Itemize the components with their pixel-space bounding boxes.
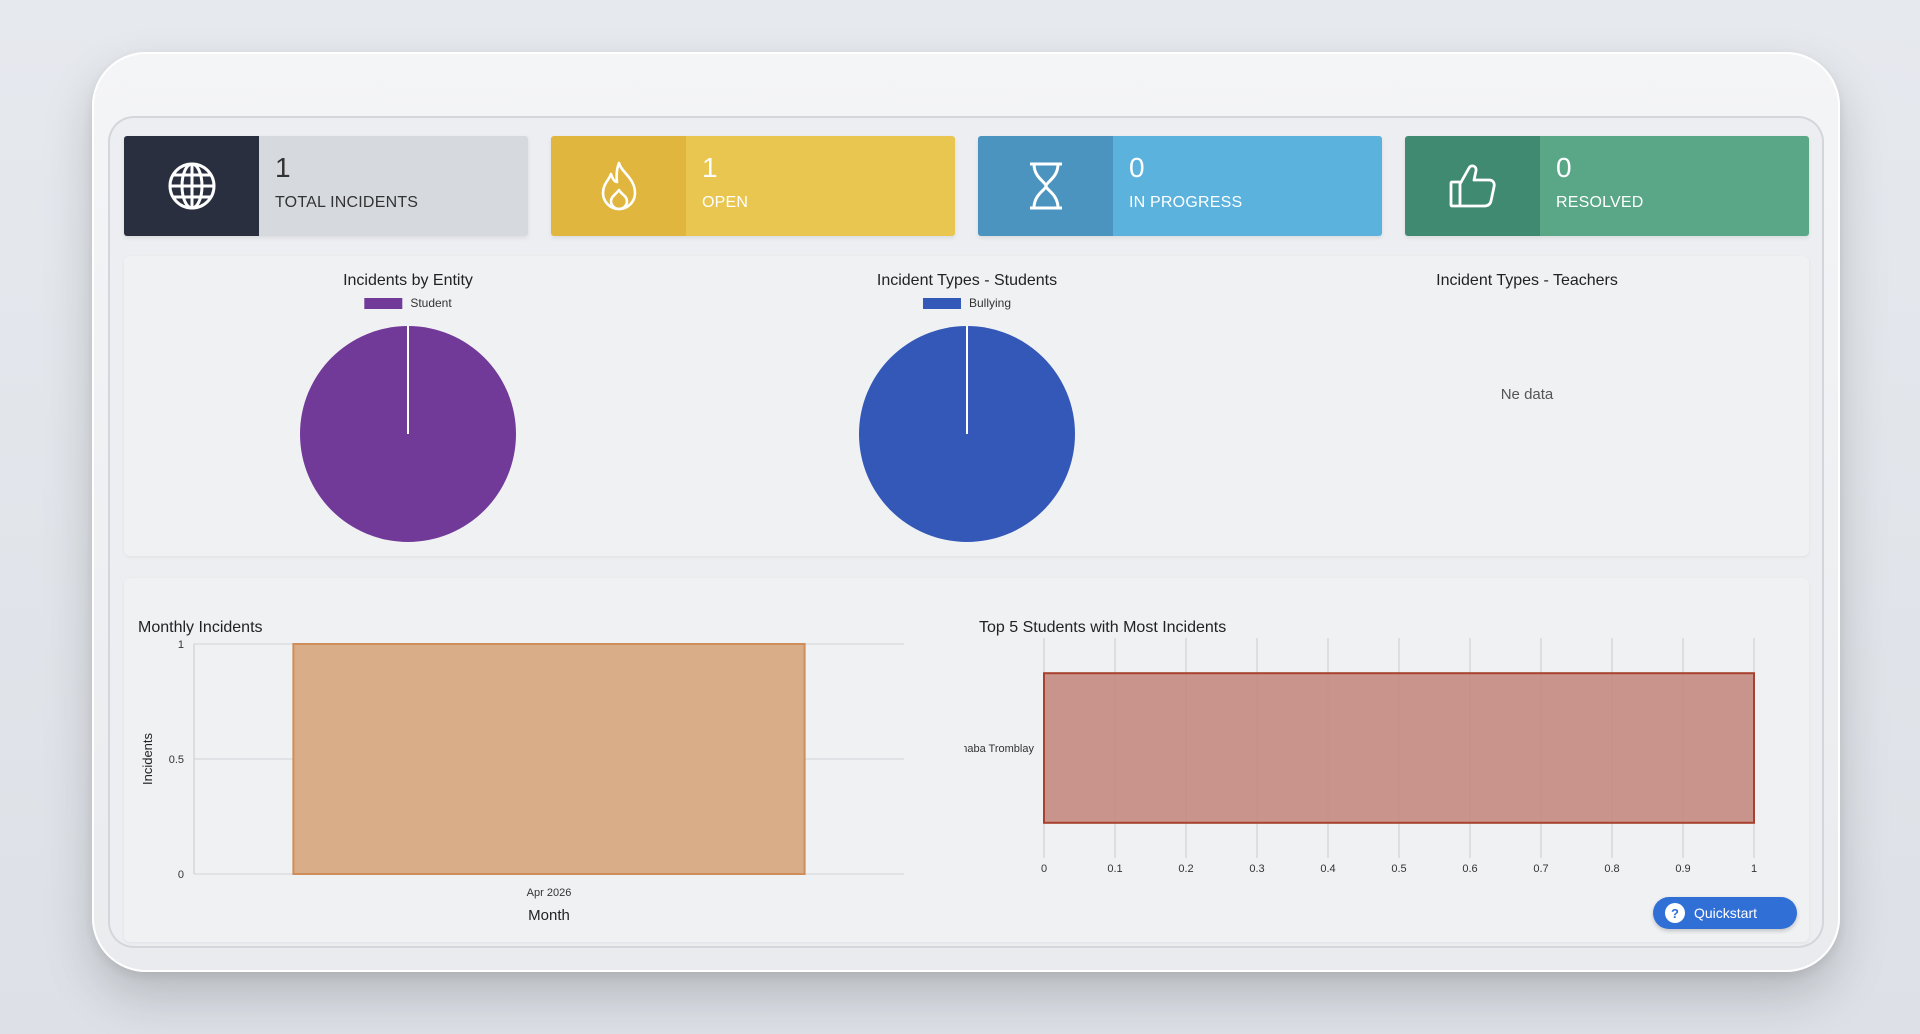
resolved-value: 0 [1556, 152, 1572, 183]
resolved-card[interactable]: 0 RESOLVED [1405, 136, 1809, 236]
x-tick-label: 0 [1041, 863, 1047, 875]
help-icon: ? [1665, 903, 1685, 923]
entity-chart-title: Incidents by Entity [343, 272, 473, 289]
x-tick-label: 0.4 [1320, 863, 1335, 875]
top5-chart-title: Top 5 Students with Most Incidents [979, 619, 1227, 636]
y-tick-label: 0 [178, 869, 184, 881]
total-incidents-label: TOTAL INCIDENTS [275, 194, 419, 211]
students-types-chart-title: Incident Types - Students [876, 272, 1058, 289]
top5-bar-chart: 0 0.1 0.2 0.3 0.4 0.5 0.6 0.7 0.8 0.9 1 Shaba Tromb… [964, 638, 1757, 875]
dashboard-screen: 1 TOTAL INCIDENTS 1 OPEN 0 IN PROG [108, 116, 1824, 948]
y-axis-title: Incidents [140, 732, 155, 785]
x-tick-label: 0.8 [1604, 863, 1619, 875]
x-tick-label: 0.9 [1675, 863, 1690, 875]
teachers-types-chart-title: Incident Types - Teachers [1436, 272, 1618, 289]
flame-icon [551, 136, 686, 236]
x-tick-label: 0.2 [1178, 863, 1193, 875]
y-tick-label: Shaba Tromblay [964, 743, 1034, 755]
x-tick-label: 1 [1751, 863, 1757, 875]
quickstart-button[interactable]: ? Quickstart [1653, 897, 1797, 929]
total-incidents-card[interactable]: 1 TOTAL INCIDENTS [124, 136, 528, 236]
y-tick-label: 1 [178, 639, 184, 651]
x-tick-label: Apr 2026 [527, 887, 572, 899]
resolved-label: RESOLVED [1556, 194, 1644, 211]
legend-label-bullying: Bullying [968, 296, 1012, 310]
open-label: OPEN [702, 194, 749, 211]
students-legend[interactable]: Bullying [922, 296, 1012, 310]
x-tick-label: 0.1 [1107, 863, 1122, 875]
in-progress-card[interactable]: 0 IN PROGRESS [978, 136, 1382, 236]
x-tick-label: 0.3 [1249, 863, 1264, 875]
legend-label-student: Student [410, 296, 452, 310]
pie-charts-panel: Incidents by Entity Student Incident Typ… [124, 256, 1809, 556]
open-value: 1 [702, 152, 718, 183]
monthly-chart-title: Monthly Incidents [138, 619, 263, 636]
entity-pie-chart [300, 326, 516, 542]
bar-charts-panel: Monthly Incidents 0 0.5 1 Apr 2026 Month Inci… [124, 578, 1809, 942]
thumbs-up-icon [1405, 136, 1540, 236]
entity-legend[interactable]: Student [364, 296, 452, 310]
hourglass-icon [978, 136, 1113, 236]
legend-swatch [364, 297, 403, 309]
bar-1 [1043, 672, 1755, 824]
quickstart-label: Quickstart [1694, 905, 1758, 921]
y-tick-label: 0.5 [169, 754, 184, 766]
legend-swatch [922, 297, 961, 309]
x-tick-label: 0.5 [1391, 863, 1406, 875]
x-tick-label: 0.7 [1533, 863, 1548, 875]
in-progress-label: IN PROGRESS [1129, 194, 1243, 211]
globe-icon [124, 136, 259, 236]
x-tick-label: 0.6 [1462, 863, 1477, 875]
x-axis-title: Month [528, 907, 570, 924]
bar-1 [292, 643, 806, 875]
monthly-bar-chart: 0 0.5 1 Apr 2026 Month Incidents [140, 639, 904, 924]
open-card[interactable]: 1 OPEN [551, 136, 955, 236]
no-data-text: Ne data [1500, 386, 1554, 403]
students-types-pie-chart [859, 326, 1075, 542]
total-incidents-value: 1 [275, 152, 291, 183]
in-progress-value: 0 [1129, 152, 1145, 183]
